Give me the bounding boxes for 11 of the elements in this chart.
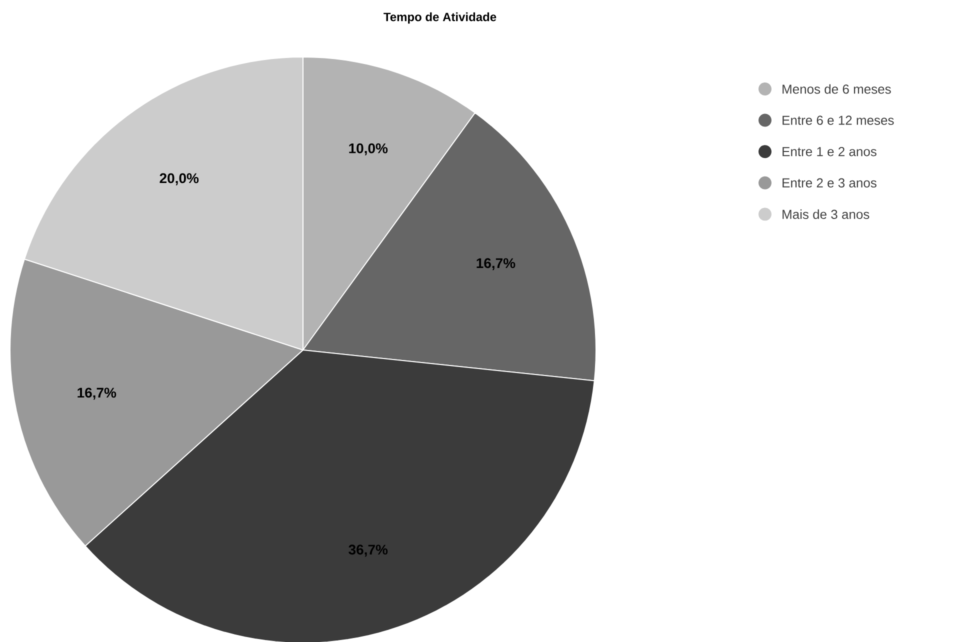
legend-label: Mais de 3 anos [782, 209, 870, 219]
data-label: 36,7% [348, 544, 388, 557]
data-label: 16,7% [78, 388, 116, 400]
chart-title: Tempo de Atividade [384, 12, 496, 24]
data-label: 16,7% [476, 258, 516, 270]
data-label: 10,0% [349, 143, 388, 156]
legend-label: Entre 2 e 3 anos [782, 178, 876, 188]
legend-label: Entre 6 e 12 meses [782, 116, 894, 125]
data-label: 20,0% [160, 173, 199, 186]
legend-label: Menos de 6 meses [782, 84, 891, 94]
legend-label: Entre 1 e 2 anos [782, 146, 876, 156]
